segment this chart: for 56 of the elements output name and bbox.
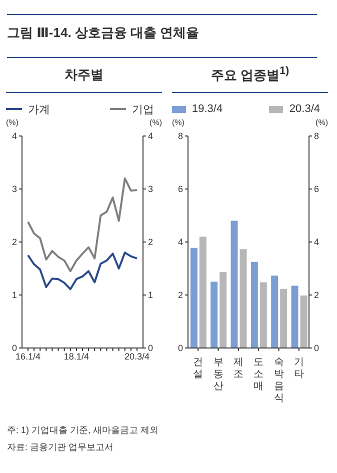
bar <box>199 236 206 348</box>
y-tick-label: 0 <box>12 343 17 354</box>
bar <box>250 262 258 348</box>
x-tick-label: 20.3/4 <box>124 351 150 362</box>
x-tick-label: 건설 <box>193 357 204 380</box>
y2-tick-label: 2 <box>314 290 320 300</box>
y-tick-label: 2 <box>178 290 183 300</box>
y-tick-label: 4 <box>178 237 183 248</box>
x-tick-label: 18.1/4 <box>64 351 89 362</box>
bar <box>271 276 278 348</box>
x-tick-label: 부동산 <box>213 357 224 392</box>
text: 주: 1) 기업대출 기준, 새마을금고 제외 <box>7 425 159 435</box>
chart-title: 주요 업종별$^{1)}$ <box>210 65 290 85</box>
x-tick-label: 16.1/4 <box>15 351 41 362</box>
y2-tick-label: 4 <box>148 131 154 142</box>
bar <box>240 249 247 348</box>
y2-tick-label: 2 <box>148 237 154 248</box>
x-tick-label: 숙박음식 <box>274 357 284 404</box>
legend-label: 가계 <box>28 102 50 116</box>
x-tick-label: 기타 <box>294 357 304 380</box>
line-series <box>27 252 138 290</box>
y-tick-label: 1 <box>12 290 17 300</box>
legend-label: 기업 <box>132 102 154 116</box>
bar <box>210 282 218 348</box>
y-tick-label: 8 <box>178 131 183 142</box>
y2-tick-label: 6 <box>314 184 320 194</box>
bar <box>300 296 308 348</box>
bar <box>280 288 288 348</box>
y2-tick-label: 8 <box>314 131 320 142</box>
y-tick-label: 0 <box>178 343 183 354</box>
y-tick-label: 2 <box>12 237 17 248</box>
bar <box>220 272 227 348</box>
bar <box>190 248 198 348</box>
y-axis-title: (%) <box>6 118 18 127</box>
bar <box>291 286 298 348</box>
bar <box>260 282 267 348</box>
y-tick-label: 4 <box>12 131 17 142</box>
y-tick-label: 3 <box>12 184 17 194</box>
y2-tick-label: 0 <box>148 343 154 354</box>
chart-subtitle: 차주별 <box>64 66 104 84</box>
x-tick-label: 도소매 <box>254 357 264 392</box>
bar <box>230 220 238 348</box>
legend-label: 19.3/4 <box>192 103 223 115</box>
y2-axis-title: (%) <box>150 118 162 127</box>
y2-tick-label: 4 <box>314 237 320 248</box>
y2-tick-label: 3 <box>148 184 154 194</box>
x-tick-label: 제조 <box>233 357 244 380</box>
legend-label: 20.3/4 <box>289 103 320 115</box>
y2-tick-label: 0 <box>314 343 320 354</box>
chart-title: 그림 Ⅲ-14. 상호금융 대출 연체율 <box>7 25 200 40</box>
y2-tick-label: 1 <box>148 290 154 300</box>
y-tick-label: 6 <box>178 184 183 194</box>
text: 자료: 금융기관 업무보고서 <box>7 442 114 452</box>
y2-axis-title: (%) <box>316 118 328 127</box>
y-axis-title: (%) <box>172 118 184 127</box>
line-series <box>27 177 138 272</box>
